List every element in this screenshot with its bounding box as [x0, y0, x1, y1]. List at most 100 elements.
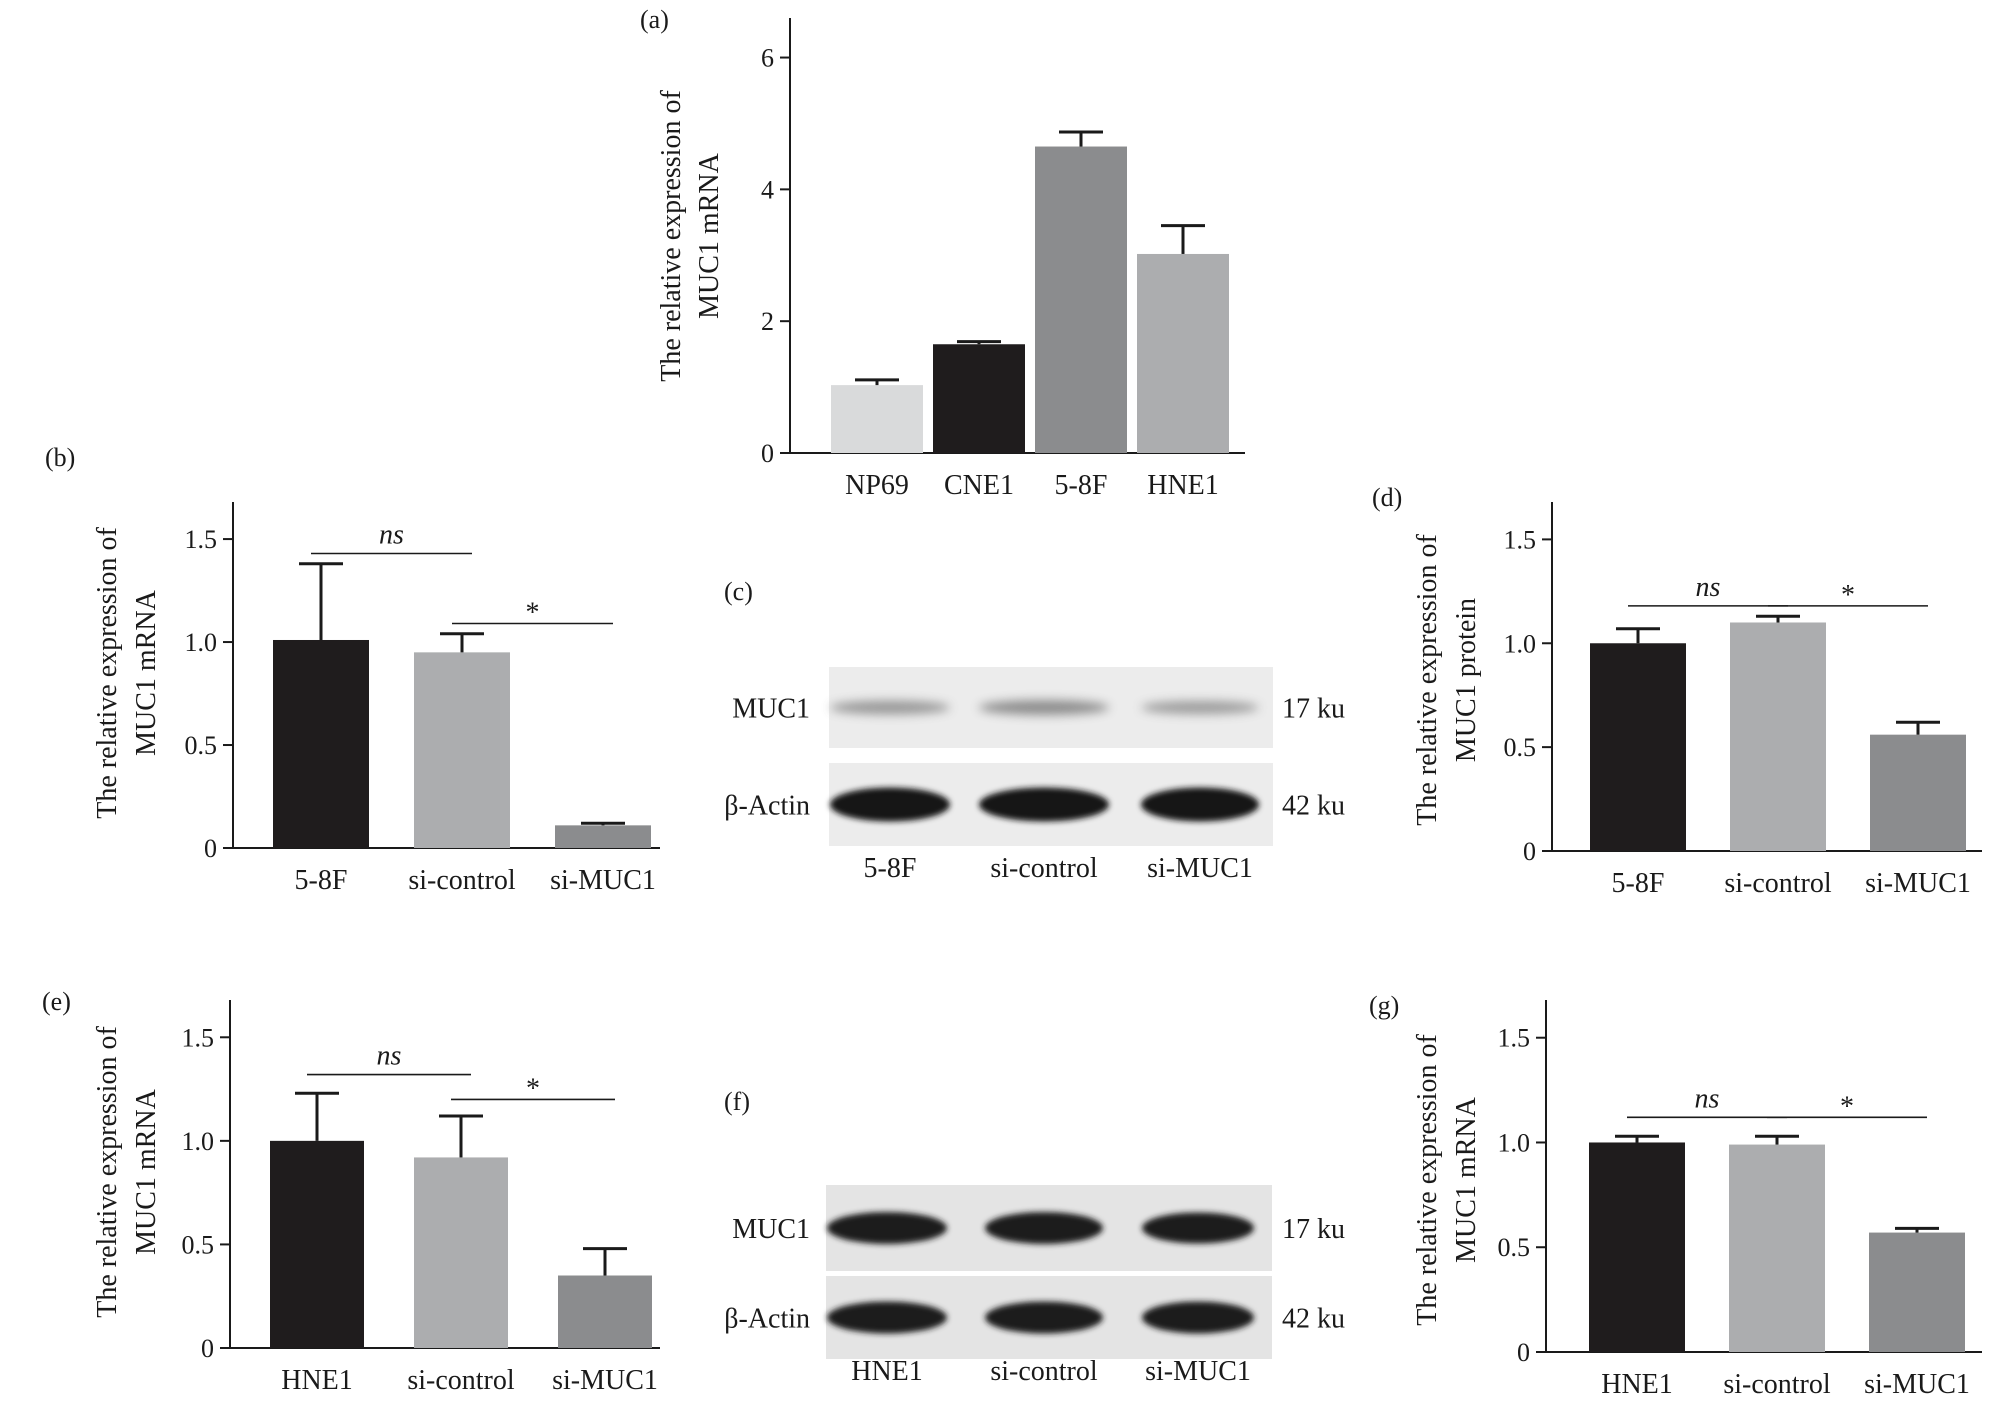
panel-label: (c) — [724, 577, 753, 606]
significance-ns-label: ns — [379, 519, 404, 550]
lane-label: si-control — [990, 853, 1098, 884]
blot-band — [827, 1212, 947, 1244]
y-tick-label: 1.0 — [182, 1127, 215, 1156]
molecular-weight-label: 42 ku — [1282, 791, 1345, 822]
bar — [1870, 734, 1966, 851]
y-tick-label: 1.5 — [1504, 525, 1537, 554]
blot-band — [985, 1301, 1103, 1334]
y-axis-label: MUC1 protein — [1451, 598, 1482, 762]
y-tick-label: 0 — [761, 439, 774, 468]
blot-band — [827, 1301, 947, 1334]
category-label: 5-8F — [1612, 868, 1665, 899]
y-tick-label: 1.5 — [1498, 1024, 1531, 1053]
blot-band — [985, 1212, 1103, 1244]
blot-row-label: MUC1 — [732, 1214, 810, 1245]
western-blot-c: (c) MUC1 17 ku β-Actin 42 ku 5-8F si-control si… — [724, 577, 1345, 884]
y-axis-label: The relative expression of — [656, 90, 687, 382]
panel-label: (g) — [1369, 991, 1399, 1020]
bar — [1730, 622, 1826, 851]
y-axis-label: MUC1 mRNA — [1451, 1096, 1482, 1262]
lane-label: si-MUC1 — [1145, 1356, 1251, 1387]
y-tick-label: 0.5 — [182, 1230, 215, 1259]
blot-band — [830, 787, 950, 822]
category-label: CNE1 — [944, 470, 1014, 501]
significance-ns-label: ns — [1695, 1083, 1720, 1114]
bar — [1590, 643, 1686, 851]
molecular-weight-label: 17 ku — [1282, 1214, 1345, 1245]
significance-ns-label: ns — [1696, 572, 1721, 603]
category-label: si-MUC1 — [1864, 1369, 1970, 1400]
y-axis-label: The relative expression of — [1412, 1034, 1443, 1326]
significance-star-label: * — [1840, 1091, 1854, 1122]
chart-panel-g: (g) 0 0.5 1.0 1.5 The relative expression of M… — [1369, 991, 1982, 1400]
panel-label: (d) — [1372, 483, 1402, 512]
bar — [414, 1157, 508, 1348]
bar — [1729, 1144, 1825, 1352]
y-tick-label: 0.5 — [185, 731, 218, 760]
y-tick-label: 4 — [761, 175, 774, 204]
lane-label: HNE1 — [851, 1356, 923, 1387]
blot-band — [979, 787, 1109, 822]
bar — [270, 1140, 364, 1348]
significance-star-label: * — [1841, 580, 1855, 611]
y-tick-label: 1.5 — [182, 1023, 215, 1052]
molecular-weight-label: 17 ku — [1282, 694, 1345, 725]
category-label: si-MUC1 — [1865, 868, 1971, 899]
y-axis-label: MUC1 mRNA — [131, 1088, 162, 1254]
blot-band — [830, 700, 950, 715]
blot-band — [1141, 787, 1259, 822]
y-tick-label: 6 — [761, 44, 774, 73]
bar — [1869, 1232, 1965, 1352]
molecular-weight-label: 42 ku — [1282, 1304, 1345, 1335]
y-tick-label: 1.0 — [1504, 629, 1537, 658]
y-tick-label: 0 — [201, 1334, 214, 1363]
y-axis-label: The relative expression of — [92, 1026, 123, 1318]
bar — [273, 639, 369, 848]
western-blots: (c) MUC1 17 ku β-Actin 42 ku 5-8F si-control si… — [724, 577, 1345, 1387]
category-label: si-control — [1724, 868, 1832, 899]
blot-row-label: β-Actin — [724, 1304, 810, 1335]
y-tick-label: 1.0 — [1498, 1128, 1531, 1157]
category-label: si-MUC1 — [552, 1365, 658, 1396]
category-label: HNE1 — [1601, 1369, 1673, 1400]
bar — [1035, 146, 1127, 454]
category-label: HNE1 — [1147, 470, 1219, 501]
blot-band — [979, 700, 1109, 715]
y-axis-label: MUC1 mRNA — [131, 589, 162, 755]
y-tick-label: 0.5 — [1504, 733, 1537, 762]
y-axis-label: The relative expression of — [1412, 534, 1443, 826]
significance-ns-label: ns — [377, 1041, 402, 1072]
y-tick-label: 0 — [204, 834, 217, 863]
bar — [558, 1275, 652, 1348]
bar — [831, 385, 923, 453]
blot-row-label: MUC1 — [732, 694, 810, 725]
blot-band — [1142, 1212, 1254, 1244]
western-blot-f: (f) MUC1 17 ku β-Actin 42 ku HNE1 si-control si… — [724, 1087, 1345, 1387]
bar — [1589, 1142, 1685, 1352]
panel-label: (f) — [724, 1087, 750, 1116]
y-tick-label: 2 — [761, 307, 774, 336]
panel-label: (e) — [42, 987, 71, 1016]
significance-star-label: * — [526, 598, 540, 629]
panel-label: (b) — [45, 443, 75, 472]
category-label: HNE1 — [281, 1365, 353, 1396]
y-tick-label: 1.5 — [185, 525, 218, 554]
chart-panel-d: (d) 0 0.5 1.0 1.5 The relative expression of M… — [1372, 483, 1982, 899]
lane-label: si-control — [990, 1356, 1098, 1387]
category-label: NP69 — [845, 470, 909, 501]
bar — [1137, 253, 1229, 453]
panel-label: (a) — [640, 5, 669, 34]
y-axis-label: The relative expression of — [92, 527, 123, 819]
chart-panel-b: (b) 0 0.5 1.0 1.5 The relative expression of M… — [45, 443, 660, 896]
category-label: 5-8F — [1055, 470, 1108, 501]
chart-panel-e: (e) 0 0.5 1.0 1.5 The relative expression of M… — [42, 987, 660, 1396]
y-tick-label: 0 — [1523, 837, 1536, 866]
lane-label: si-MUC1 — [1147, 853, 1253, 884]
category-label: si-control — [1723, 1369, 1831, 1400]
y-axis-label: MUC1 mRNA — [694, 152, 725, 318]
category-label: si-MUC1 — [550, 865, 656, 896]
y-tick-label: 0 — [1517, 1338, 1530, 1367]
significance-star-label: * — [526, 1073, 540, 1104]
